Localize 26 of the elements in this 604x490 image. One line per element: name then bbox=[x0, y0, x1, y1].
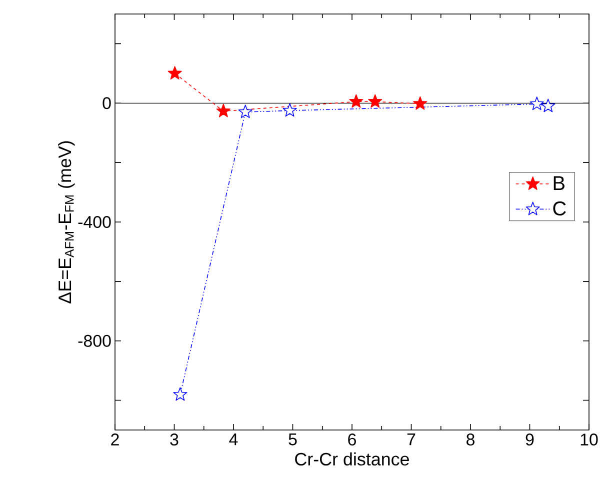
point bbox=[173, 387, 188, 401]
point bbox=[168, 66, 182, 80]
point bbox=[368, 94, 382, 108]
y-tick-label: 0 bbox=[102, 97, 111, 110]
x-tick-label: 9 bbox=[526, 434, 534, 446]
point bbox=[541, 98, 556, 112]
x-tick-label: 5 bbox=[288, 434, 297, 446]
legend-label: B bbox=[554, 176, 564, 190]
point bbox=[238, 104, 252, 118]
point bbox=[216, 104, 230, 118]
point bbox=[413, 96, 428, 110]
x-tick-label: 2 bbox=[111, 434, 119, 446]
x-tick-label: 7 bbox=[407, 434, 416, 446]
point bbox=[282, 103, 297, 117]
y-tick-label: -400 bbox=[78, 216, 111, 228]
x-tick-label: 8 bbox=[466, 434, 474, 446]
x-axis-title: Cr-Cr distance bbox=[295, 452, 409, 466]
point bbox=[349, 94, 364, 108]
x-tick-label: 4 bbox=[229, 434, 238, 446]
x-tick-label: 6 bbox=[348, 434, 356, 446]
legend-label: C bbox=[553, 201, 566, 216]
x-tick-label: 3 bbox=[170, 434, 178, 446]
y-tick-label: -800 bbox=[78, 334, 111, 347]
point bbox=[530, 96, 544, 110]
y-axis-title: ΔE=E$_{AFM}$-E$_{FM}$ (meV) bbox=[58, 141, 75, 304]
x-tick-label: 10 bbox=[580, 434, 598, 446]
